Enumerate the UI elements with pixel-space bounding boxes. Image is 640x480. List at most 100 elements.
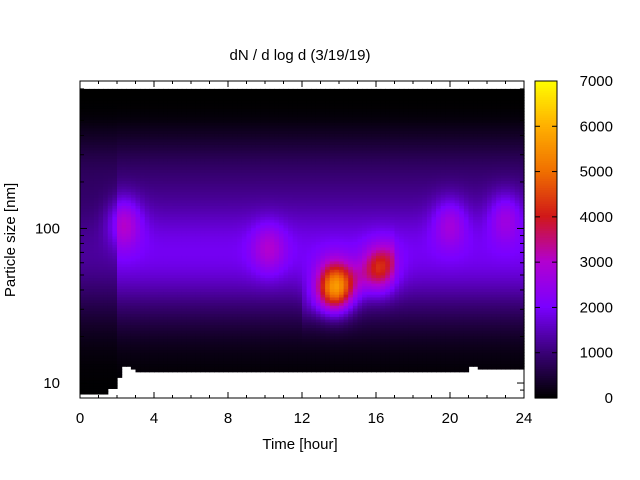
heatmap-cell: [149, 277, 155, 281]
heatmap-cell: [302, 330, 308, 334]
heatmap-cell: [292, 302, 298, 306]
heatmap-cell: [89, 210, 95, 215]
heatmap-cell: [158, 316, 164, 320]
heatmap-cell: [126, 357, 132, 362]
heatmap-cell: [121, 172, 127, 176]
heatmap-cell: [112, 224, 118, 229]
heatmap-cell: [200, 258, 206, 262]
heatmap-cell: [121, 97, 127, 101]
heatmap-cell: [149, 219, 155, 223]
heatmap-cell: [191, 235, 197, 240]
heatmap-cell: [107, 266, 113, 270]
heatmap-cell: [126, 302, 132, 306]
heatmap-cell: [103, 144, 109, 148]
heatmap-cell: [112, 133, 118, 137]
heatmap-cell: [163, 161, 169, 165]
heatmap-cell: [191, 161, 197, 165]
heatmap-cell: [158, 241, 164, 245]
heatmap-cell: [302, 346, 308, 351]
heatmap-cell: [84, 363, 90, 367]
heatmap-cell: [269, 258, 275, 262]
heatmap-cell: [93, 385, 100, 389]
heatmap-cell: [302, 249, 308, 254]
heatmap-cell: [163, 341, 169, 345]
heatmap-cell: [218, 141, 224, 145]
heatmap-cell: [255, 97, 261, 101]
heatmap-cell: [269, 130, 275, 134]
heatmap-cell: [98, 191, 104, 195]
heatmap-cell: [103, 180, 109, 184]
heatmap-cell: [158, 285, 164, 290]
heatmap-cell: [265, 360, 271, 365]
heatmap-cell: [292, 258, 298, 262]
heatmap-cell: [241, 238, 248, 243]
heatmap-cell: [269, 222, 275, 226]
heatmap-cell: [117, 283, 123, 287]
heatmap-cell: [302, 266, 308, 270]
heatmap-cell: [204, 355, 211, 359]
heatmap-cell: [140, 238, 146, 243]
heatmap-cell: [186, 205, 192, 209]
heatmap-cell: [246, 313, 252, 317]
heatmap-cell: [98, 371, 104, 376]
heatmap-cell: [121, 266, 127, 270]
heatmap-cell: [135, 197, 141, 201]
heatmap-cell: [117, 141, 123, 145]
heatmap-cell: [292, 283, 298, 287]
heatmap-cell: [89, 130, 95, 134]
heatmap-cell: [181, 291, 187, 295]
heatmap-cell: [255, 194, 261, 198]
heatmap-cell: [214, 88, 220, 93]
heatmap-cell: [255, 233, 261, 237]
heatmap-cell: [154, 344, 160, 348]
heatmap-cell: [251, 366, 257, 370]
heatmap-cell: [103, 344, 109, 348]
heatmap-cell: [89, 260, 95, 265]
heatmap-cell: [140, 111, 146, 115]
heatmap-cell: [278, 357, 285, 362]
heatmap-cell: [237, 183, 243, 187]
heatmap-cell: [154, 230, 160, 234]
heatmap-cell: [181, 113, 187, 118]
heatmap-cell: [288, 255, 294, 259]
heatmap-cell: [89, 355, 95, 359]
heatmap-cell: [232, 124, 238, 129]
heatmap-cell: [223, 271, 229, 276]
heatmap-cell: [265, 108, 271, 112]
heatmap-cell: [246, 88, 252, 93]
heatmap-cell: [223, 233, 229, 237]
heatmap-cell: [265, 91, 271, 96]
heatmap-cell: [103, 252, 109, 256]
heatmap-cell: [278, 183, 285, 187]
heatmap-cell: [172, 172, 178, 176]
heatmap-cell: [135, 360, 141, 365]
heatmap-cell: [209, 111, 215, 115]
heatmap-cell: [269, 166, 275, 170]
heatmap-cell: [241, 161, 248, 165]
heatmap-cell: [241, 363, 248, 367]
heatmap-cell: [269, 174, 275, 179]
heatmap-cell: [126, 291, 132, 295]
heatmap-cell: [107, 108, 113, 112]
heatmap-cell: [209, 230, 215, 234]
heatmap-cell: [107, 241, 113, 245]
heatmap-cell: [209, 271, 215, 276]
heatmap-cell: [93, 244, 100, 248]
heatmap-cell: [121, 224, 127, 229]
heatmap-cell: [89, 149, 95, 154]
heatmap-cell: [121, 116, 127, 121]
heatmap-cell: [204, 291, 211, 295]
heatmap-cell: [283, 266, 289, 270]
heatmap-cell: [80, 208, 86, 212]
heatmap-cell: [98, 316, 104, 320]
heatmap-cell: [246, 183, 252, 187]
heatmap-cell: [98, 169, 104, 173]
heatmap-cell: [172, 124, 178, 129]
heatmap-cell: [84, 199, 90, 204]
heatmap-cell: [93, 288, 100, 292]
heatmap-cell: [209, 346, 215, 351]
heatmap-cell: [107, 285, 113, 290]
heatmap-cell: [112, 174, 118, 179]
heatmap-cell: [302, 366, 308, 370]
heatmap-cell: [107, 332, 113, 337]
